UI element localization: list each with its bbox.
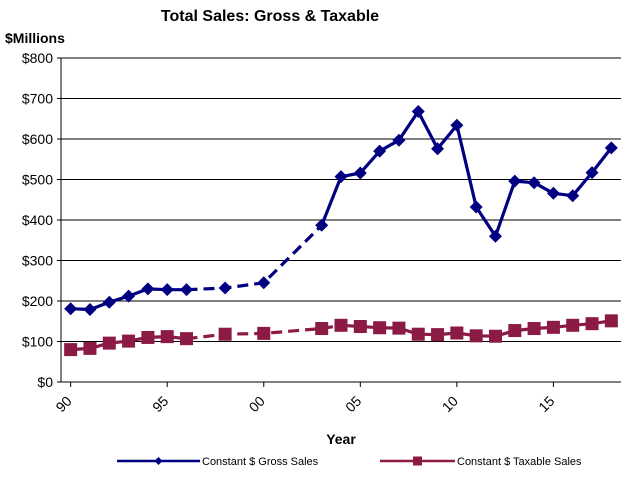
data-point [334,318,348,332]
x-tick-label: 90 [52,393,74,415]
data-point [392,133,406,147]
legend-entry: Constant $ Taxable Sales [380,456,582,468]
data-point [411,104,425,118]
data-point [102,295,116,309]
data-point [141,282,155,296]
axes [57,57,621,387]
legend-marker-diamond [154,457,163,465]
data-point [508,174,522,188]
data-point [373,144,387,158]
legend-label: Constant $ Gross Sales [202,456,319,468]
data-point [604,314,618,328]
data-point [102,336,116,350]
gridlines [61,57,621,342]
data-point [83,303,97,317]
data-point [469,200,483,214]
series-line-segment [320,109,613,238]
x-tick-labels: 90 95 00 05 10 15 [52,393,557,415]
chart-title: Total Sales: Gross & Taxable [160,8,380,25]
series-line-segment [186,224,323,292]
data-point [527,322,541,336]
data-point [566,318,580,332]
data-point [141,330,155,344]
data-point [488,229,502,243]
y-tick-label: $600 [22,131,53,147]
x-tick-label: 00 [246,393,268,415]
x-tick-label: 10 [439,393,461,415]
data-point [64,343,78,357]
data-point [353,166,367,180]
data-point [546,186,560,200]
data-point [585,317,599,331]
data-point [604,141,618,155]
data-point [122,334,136,348]
data-point [83,341,97,355]
data-point [392,321,406,335]
y-tick-label: $0 [37,374,53,390]
data-point [64,302,78,316]
legend: Constant $ Gross Sales Constant $ Taxable… [117,456,582,468]
data-point [218,327,232,341]
data-point [527,176,541,190]
series-group [64,104,618,357]
x-tick-label: 05 [342,393,364,415]
data-point [431,328,445,342]
data-point [585,166,599,180]
series-gross-sales [64,104,618,317]
data-point [257,276,271,290]
data-point [180,332,194,346]
y-tick-label: $300 [22,253,53,269]
data-point [373,321,387,335]
data-point [546,320,560,334]
y-tick-label: $500 [22,172,53,188]
data-point [469,329,483,343]
data-point [411,327,425,341]
data-point [180,283,194,297]
legend-label: Constant $ Taxable Sales [457,456,582,468]
legend-marker-square [413,456,422,466]
data-point [315,322,329,336]
data-point [508,324,522,338]
data-point [353,320,367,334]
data-point [334,170,348,184]
y-tick-labels: $0 $100 $200 $300 $400 $500 $600 $700 $800 [22,50,53,390]
data-point [218,281,232,295]
data-point [450,118,464,132]
y-tick-label: $400 [22,212,53,228]
data-point [315,218,329,232]
data-point [160,330,174,344]
data-point [160,283,174,297]
data-point [450,326,464,340]
x-tick-label: 15 [535,393,557,415]
data-point [488,329,502,343]
data-point [431,142,445,156]
x-tick-label: 95 [149,393,171,415]
legend-entry: Constant $ Gross Sales [117,456,319,468]
y-tick-label: $700 [22,91,53,107]
series-taxable-sales [64,314,618,357]
data-point [257,326,271,340]
data-point [566,189,580,203]
x-axis-label: Year [326,431,356,447]
y-tick-label: $100 [22,334,53,350]
y-tick-label: $200 [22,293,53,309]
y-axis-unit-label: $Millions [5,30,65,46]
data-point [122,289,136,303]
y-tick-label: $800 [22,50,53,66]
